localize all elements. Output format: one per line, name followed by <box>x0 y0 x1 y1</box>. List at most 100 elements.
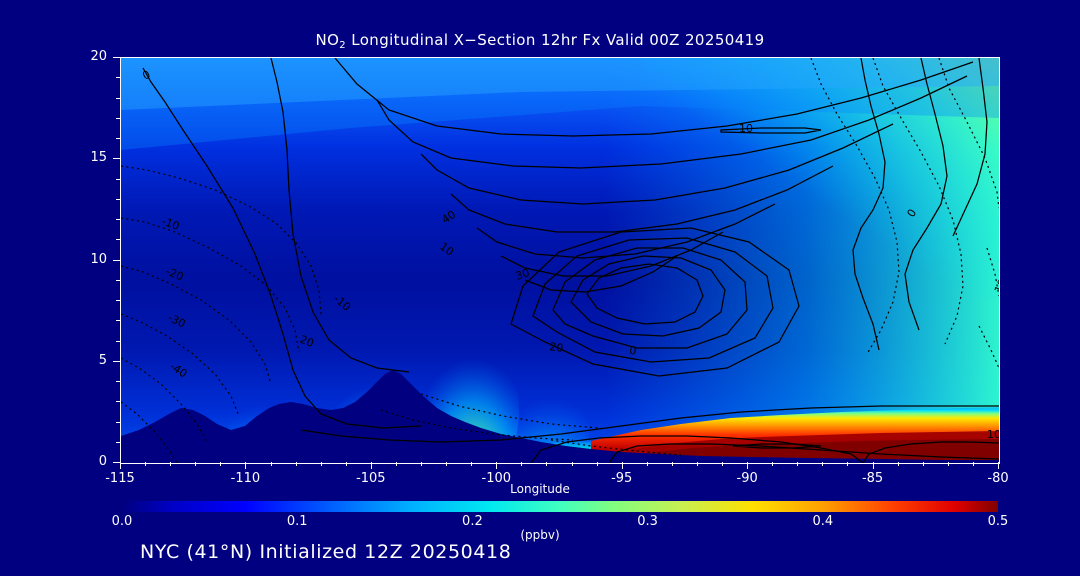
x-tick-label: -80 <box>987 471 1009 486</box>
x-tick-label: -110 <box>230 471 261 486</box>
plot-svg: 0 -10 -20 -30 -40 -10 10 30 40 20 20 0 1… <box>121 58 999 463</box>
y-axis-title: Altitude (km) <box>0 183 1 262</box>
title-species: NO <box>315 31 340 49</box>
x-minor-tick <box>897 462 899 466</box>
figure-title: NO2 Longitudinal X−Section 12hr Fx Valid… <box>0 31 1080 51</box>
y-tick-label: 5 <box>98 352 107 368</box>
x-minor-tick <box>947 462 949 466</box>
x-minor-tick <box>847 462 849 466</box>
colorbar-tick-label: 0.1 <box>286 514 308 529</box>
x-minor-tick <box>822 462 824 466</box>
x-major-tick <box>872 462 874 469</box>
x-tick-label: -90 <box>736 471 758 486</box>
title-species-subscript: 2 <box>339 40 347 51</box>
svg-text:20: 20 <box>298 333 316 350</box>
y-minor-tick <box>116 381 120 382</box>
x-major-tick <box>998 462 999 469</box>
svg-text:40: 40 <box>439 208 458 227</box>
y-minor-tick <box>116 178 120 180</box>
y-major-tick <box>113 158 120 160</box>
colorbar-tick-label: 0.4 <box>812 514 834 529</box>
x-major-tick <box>245 462 247 469</box>
cross-section-plot[interactable]: 0 -10 -20 -30 -40 -10 10 30 40 20 20 0 1… <box>120 57 1000 464</box>
y-major-tick <box>113 259 120 261</box>
x-major-tick <box>621 462 623 469</box>
y-minor-tick <box>116 421 120 423</box>
x-minor-tick <box>521 462 523 466</box>
y-major-tick <box>113 57 120 58</box>
x-tick-label: -100 <box>481 471 512 486</box>
y-minor-tick <box>116 401 120 403</box>
x-minor-tick <box>546 462 548 466</box>
x-minor-tick <box>471 462 473 466</box>
terrain-mask <box>121 370 999 463</box>
y-tick-label: 10 <box>90 251 107 267</box>
svg-text:30: 30 <box>514 266 531 283</box>
x-tick-label: -115 <box>105 471 135 486</box>
y-minor-tick <box>116 198 120 200</box>
x-minor-tick <box>446 462 448 466</box>
contour-lines-jet <box>510 227 800 377</box>
colorbar-tick-label: 0.5 <box>987 514 1009 529</box>
x-minor-tick <box>922 462 924 466</box>
y-tick-label: 20 <box>90 49 107 64</box>
x-minor-tick <box>797 462 799 466</box>
x-minor-tick <box>972 462 974 466</box>
x-tick-label: -105 <box>356 471 386 486</box>
x-minor-tick <box>421 462 423 466</box>
colorbar-tick-label: 0.0 <box>111 514 133 529</box>
x-minor-tick <box>295 462 297 466</box>
y-minor-tick <box>116 320 120 322</box>
svg-text:10: 10 <box>739 122 753 135</box>
y-minor-tick <box>116 77 120 79</box>
x-minor-tick <box>220 462 222 466</box>
x-tick-label: -85 <box>861 471 884 486</box>
colorbar-tick-label: 0.3 <box>637 514 658 529</box>
y-major-tick <box>113 462 120 463</box>
title-text: Longitudinal X−Section 12hr Fx Valid 00Z… <box>351 31 765 49</box>
y-minor-tick <box>116 219 120 220</box>
x-minor-tick <box>270 462 272 466</box>
figure-caption: NYC (41°N) Initialized 12Z 20250418 <box>140 541 512 563</box>
y-tick-label: 0 <box>98 454 107 469</box>
x-major-tick <box>370 462 372 469</box>
svg-text:0: 0 <box>629 344 637 358</box>
x-minor-tick <box>195 462 197 466</box>
y-minor-tick <box>116 117 120 119</box>
svg-text:10: 10 <box>992 277 999 295</box>
svg-text:-20: -20 <box>164 265 186 284</box>
contour-lines-dashed <box>121 58 999 463</box>
x-minor-tick <box>395 462 397 466</box>
x-tick-label: -95 <box>611 471 633 486</box>
y-minor-tick <box>116 97 120 99</box>
x-minor-tick <box>145 462 147 466</box>
colorbar-units-label: (ppbv) <box>520 528 560 542</box>
x-major-tick <box>120 462 121 469</box>
svg-text:-10: -10 <box>160 215 181 233</box>
x-minor-tick <box>646 462 648 466</box>
y-tick-label: 15 <box>90 150 107 166</box>
x-minor-tick <box>571 462 573 466</box>
y-minor-tick <box>116 340 120 342</box>
y-minor-tick <box>116 441 120 443</box>
y-minor-tick <box>116 279 120 281</box>
x-minor-tick <box>772 462 774 466</box>
y-minor-tick <box>116 239 120 241</box>
colorbar-tick-label: 0.2 <box>462 514 483 529</box>
x-axis-title: Longitude <box>510 482 570 496</box>
svg-text:20: 20 <box>549 340 565 355</box>
x-minor-tick <box>722 462 724 466</box>
colorbar[interactable] <box>122 501 998 512</box>
x-minor-tick <box>596 462 598 466</box>
x-minor-tick <box>320 462 322 466</box>
colorbar-gradient <box>122 501 998 512</box>
x-minor-tick <box>696 462 698 466</box>
x-major-tick <box>747 462 749 469</box>
y-major-tick <box>113 360 120 362</box>
x-minor-tick <box>170 462 172 466</box>
x-minor-tick <box>671 462 673 466</box>
y-minor-tick <box>116 300 120 301</box>
x-minor-tick <box>345 462 347 466</box>
svg-text:10: 10 <box>987 428 999 441</box>
